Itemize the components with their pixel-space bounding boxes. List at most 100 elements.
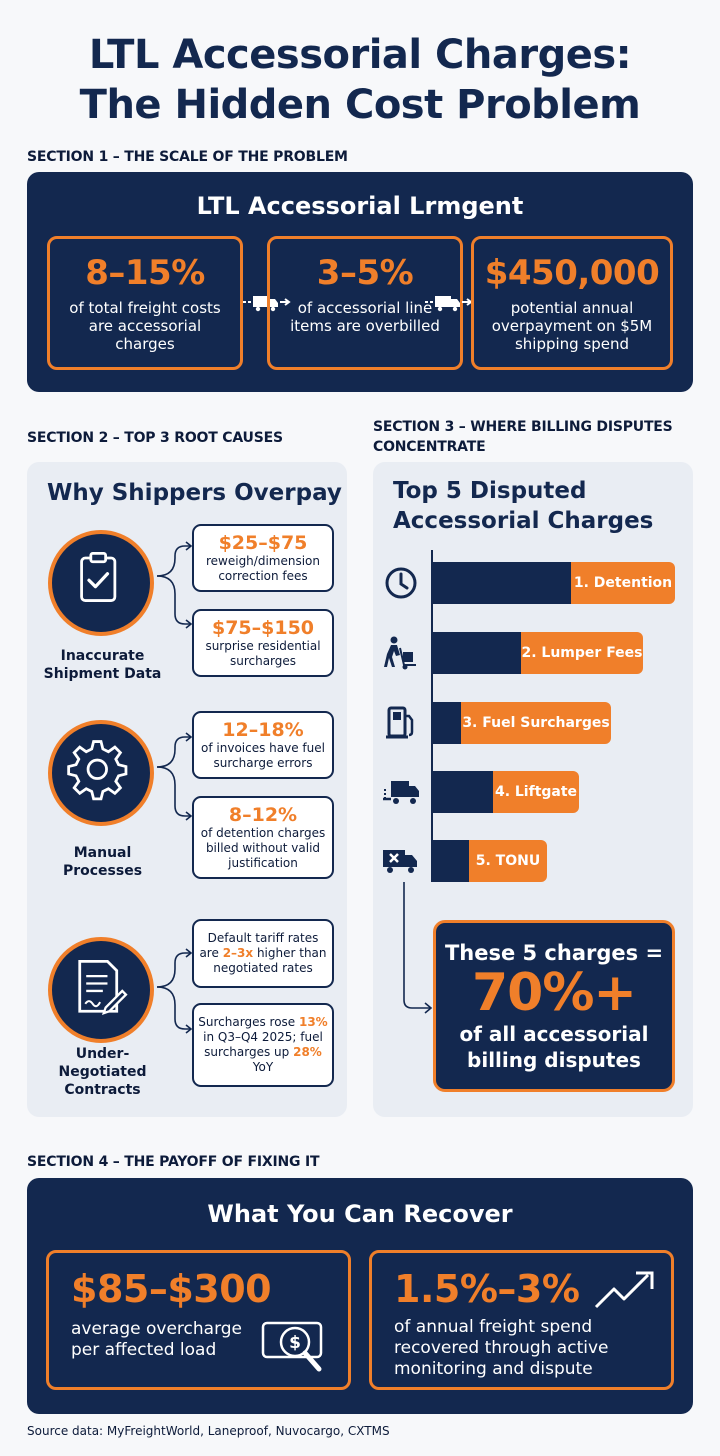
disputed-charges-panel: Top 5 Disputed Accessorial Charges [373,462,693,1117]
fact-card: 8–12% of detention charges billed withou… [192,796,334,879]
fuel-pump-icon [386,706,414,739]
gear-icon [67,740,128,801]
fact-highlight: 13% [298,1015,328,1029]
fact-card: Surcharges rose 13% in Q3–Q4 2025; fuel … [192,1003,334,1087]
cause-icon-circle [48,530,154,636]
clipboard-check-icon [80,552,117,602]
bar-label: 2. Lumper Fees [521,632,643,674]
root-causes-title: Why Shippers Overpay [47,480,342,506]
cause-icon-circle [48,937,154,1043]
fact-value: $75–$150 [211,617,315,639]
title-line-1: LTL Accessorial Charges: [88,32,632,78]
cause-connectors [156,541,193,1034]
bar-base [433,840,469,882]
bar-base [433,562,571,604]
fact-highlight: 2–3x [222,946,254,960]
callout-value: 70%+ [471,963,637,1023]
stat-card-overpayment: $450,000 potential annual overpayment on… [471,236,673,370]
recover-panel: What You Can Recover $85–$300 average ov… [27,1178,693,1414]
contract-signature-icon [78,959,128,1015]
section3-heading-line-2: CONCENTRATE [373,439,486,455]
title-line-2: The Hidden Cost Problem [79,82,641,128]
cause-label: Manual Processes [62,845,143,879]
liftgate-truck-icon [383,781,419,804]
bar-label: 5. TONU [469,840,547,882]
section1-heading: SECTION 1 – THE SCALE OF THE PROBLEM [27,149,348,165]
stat-description: of total freight costs are accessorial c… [69,299,221,353]
stat-card-freight-share: 8–15% of total freight costs are accesso… [47,236,243,370]
stat-description: of accessorial line items are overbilled [290,299,440,335]
bar-row-liftgate: 4. Liftgate [433,771,579,813]
stat-value: 3–5% [316,253,414,293]
recover-panel-title: What You Can Recover [207,1200,513,1228]
svg-text:$: $ [289,1333,301,1353]
section3-heading-line-1: SECTION 3 – WHERE BILLING DISPUTES [373,419,673,435]
fact-description: of detention charges billed without vali… [200,826,326,870]
stat-description-line-2: per affected load [71,1340,217,1360]
page-title: LTL Accessorial Charges: The Hidden Cost… [0,30,720,130]
root-causes-panel: Why Shippers Overpay Inaccurate Shipment… [27,462,347,1117]
fact-description: Default tariff rates are 2–3x higher tha… [198,931,328,976]
callout-line-2: of all accessorial [459,1022,649,1046]
truck-arrow-icon [243,296,291,312]
bar-label: 1. Detention [571,562,675,604]
money-search-icon: $ [261,1321,323,1372]
stat-value: 1.5%–3% [394,1267,580,1311]
section3-heading: SECTION 3 – WHERE BILLING DISPUTES CONCE… [373,417,673,457]
fact-card: Default tariff rates are 2–3x higher tha… [192,919,334,988]
cause-icon-circle [48,720,154,826]
stat-value: $450,000 [484,253,660,293]
source-note: Source data: MyFreightWorld, Laneproof, … [27,1424,390,1438]
bar-base [433,632,521,674]
fact-value: $25–$75 [218,532,308,554]
stat-card-recovered: 1.5%–3% of annual freight spend recovere… [369,1250,674,1390]
stat-description-line-1: of annual freight spend [394,1317,593,1337]
stat-card-overbilled: 3–5% of accessorial line items are overb… [267,236,463,370]
fact-text: in Q3–Q4 2025; fuel surcharges up [203,1030,323,1059]
callout-line-3: billing disputes [467,1048,641,1072]
stat-value: 8–15% [85,253,205,293]
stat-description-line-2: recovered through active [394,1338,609,1358]
fact-value: 8–12% [228,804,298,826]
bar-row-fuel-surcharges: 3. Fuel Surcharges [433,702,611,744]
hand-truck-icon [384,636,416,670]
callout-line-1: These 5 charges = [444,941,664,965]
cause-label: Under-Negotiated Contracts [58,1046,147,1098]
stat-description-line-3: monitoring and dispute [394,1359,593,1379]
bar-row-tonu: 5. TONU [433,840,547,882]
fact-text: Default tariff rates are [199,931,319,960]
bar-row-detention: 1. Detention [433,562,675,604]
stat-value: $85–$300 [71,1267,272,1311]
cancelled-truck-icon [383,850,417,873]
bar-base [433,702,461,744]
stat-description: potential annual overpayment on $5M ship… [491,299,653,353]
fact-highlight: 28% [293,1045,322,1059]
fact-card: 12–18% of invoices have fuel surcharge e… [192,711,334,779]
disputed-charges-title: Top 5 Disputed Accessorial Charges [393,476,653,536]
truck-arrow-icon [425,296,473,312]
section2-heading: SECTION 2 – TOP 3 ROOT CAUSES [27,430,283,446]
fact-description: surprise residential surcharges [205,639,321,668]
section4-heading: SECTION 4 – THE PAYOFF OF FIXING IT [27,1154,320,1170]
scale-panel: LTL Accessorial Lrmgent 8–15% of total f… [27,172,693,392]
bar-row-lumper-fees: 2. Lumper Fees [433,632,643,674]
scale-panel-title: LTL Accessorial Lrmgent [196,192,524,220]
fact-text: higher than negotiated rates [213,946,327,975]
bar-label: 4. Liftgate [493,771,579,813]
fact-description: reweigh/dimension correction fees [205,554,320,583]
fact-card: $75–$150 surprise residential surcharges [192,609,334,677]
chart-axis [403,550,433,1014]
fact-card: $25–$75 reweigh/dimension correction fee… [192,524,334,592]
trend-up-icon [594,1271,654,1309]
title-line-1: Top 5 Disputed [393,478,587,504]
cause-label: Inaccurate Shipment Data [43,648,162,682]
fact-value: 12–18% [222,719,304,741]
fact-description: Surcharges rose 13% in Q3–Q4 2025; fuel … [198,1015,328,1075]
dispute-share-callout: These 5 charges = 70%+ of all accessoria… [433,920,675,1092]
clock-icon [385,567,417,599]
fact-text: Surcharges rose [198,1015,299,1029]
fact-description: of invoices have fuel surcharge errors [201,741,325,770]
stat-description-line-1: average overcharge [71,1319,243,1339]
stat-card-overcharge: $85–$300 average overcharge per affected… [46,1250,351,1390]
title-line-2: Accessorial Charges [393,508,654,534]
